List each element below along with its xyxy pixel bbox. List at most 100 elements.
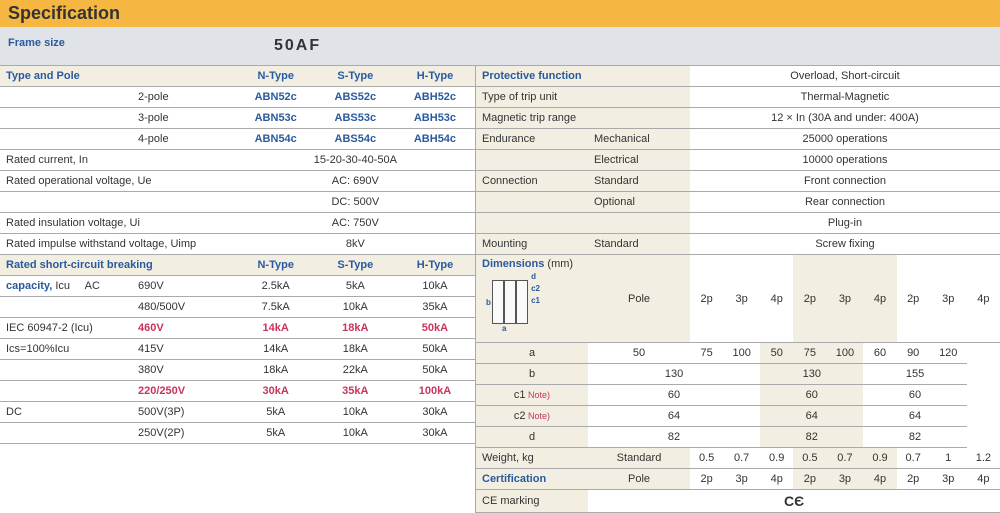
r2-sub: Standard [588,171,690,192]
short-s: 35kA [316,381,395,402]
r2-value: Plug-in [690,213,1000,234]
short-volt: 380V [132,360,236,381]
short-n: 5kA [236,423,316,444]
short-s: 10kA [316,423,395,444]
short-left [0,381,132,402]
short-volt: 480/500V [132,297,236,318]
pole-label: 3-pole [132,108,236,129]
r2-label: Mounting [476,234,588,255]
r2-sub: Optional [588,192,690,213]
ce-val: ϹЄ [588,490,1000,513]
r2-label [476,213,588,234]
short-h: 50kA [395,339,475,360]
right-table: Protective functionOverload, Short-circu… [476,66,1000,513]
r1-value: 12 × In (30A and under: 400A) [690,108,1000,129]
spec-value: DC: 500V [236,192,475,213]
r1-value: Overload, Short-circuit [690,66,1000,87]
short-left: Ics=100%Icu [0,339,132,360]
ce-lbl: CE marking [476,490,588,513]
r2-value: 25000 operations [690,129,1000,150]
model-n: ABN52c [236,87,316,108]
r2-label: Connection [476,171,588,192]
short-left: IEC 60947-2 (Icu) [0,318,132,339]
spec-label: Rated impulse withstand voltage, Uimp [0,234,236,255]
model-s: ABS53c [316,108,395,129]
dim-row-label: c1 Note) [476,385,588,406]
r2-value: Front connection [690,171,1000,192]
spec-value: AC: 690V [236,171,475,192]
dim-row-label: a [476,343,588,364]
spec-label: Rated insulation voltage, Ui [0,213,236,234]
short-s: 18kA [316,339,395,360]
short-left [0,360,132,381]
short-n: 18kA [236,360,316,381]
spec-label: Rated current, In [0,150,236,171]
pole-label: 4-pole [132,129,236,150]
model-n: ABN54c [236,129,316,150]
frame-size-label: Frame size [0,27,236,65]
short-s: 18kA [316,318,395,339]
spec-label: Rated operational voltage, Ue [0,171,236,192]
type-pole-table: Type and Pole N-Type S-Type H-Type 2-pol… [0,66,475,444]
r1-value: Thermal-Magnetic [690,87,1000,108]
r2-label [476,150,588,171]
spec-label [0,192,236,213]
short-s: 22kA [316,360,395,381]
type-pole-header: Type and Pole [0,66,236,87]
spec-title: Specification [0,0,1000,27]
spec-value: AC: 750V [236,213,475,234]
stype-hdr: S-Type [316,66,395,87]
htype-hdr: H-Type [395,66,475,87]
model-n: ABN53c [236,108,316,129]
short-h: 30kA [395,402,475,423]
r2-sub: Mechanical [588,129,690,150]
model-h: ABH52c [395,87,475,108]
short-s: 10kA [316,297,395,318]
short-volt: 690V [132,276,236,297]
r2-label: Endurance [476,129,588,150]
weight-std: Standard [588,448,690,469]
short-left [0,297,132,318]
short-s: 5kA [316,276,395,297]
short-s: 10kA [316,402,395,423]
r2-value: Rear connection [690,192,1000,213]
r2-value: 10000 operations [690,150,1000,171]
short-hdr: Rated short-circuit breaking [0,255,236,276]
frame-size-value: 50AF [266,27,382,65]
ntype-hdr: N-Type [236,66,316,87]
short-n: 30kA [236,381,316,402]
short-volt: 460V [132,318,236,339]
short-h: 35kA [395,297,475,318]
dim-row-label: c2 Note) [476,406,588,427]
short-n: 2.5kA [236,276,316,297]
short-volt: 500V(3P) [132,402,236,423]
model-s: ABS54c [316,129,395,150]
short-volt: 415V [132,339,236,360]
short-n: 14kA [236,318,316,339]
spec-value: 15-20-30-40-50A [236,150,475,171]
r2-sub [588,213,690,234]
r2-sub: Standard [588,234,690,255]
model-h: ABH54c [395,129,475,150]
r2-label [476,192,588,213]
short-n: 5kA [236,402,316,423]
short-volt: 250V(2P) [132,423,236,444]
short-volt: 220/250V [132,381,236,402]
r2-sub: Electrical [588,150,690,171]
dim-row-label: d [476,427,588,448]
short-h: 100kA [395,381,475,402]
short-n: 14kA [236,339,316,360]
r1-label: Magnetic trip range [476,108,690,129]
short-left: DC [0,402,132,423]
frame-size-row: Frame size 50AF [0,27,1000,66]
model-h: ABH53c [395,108,475,129]
short-h: 50kA [395,360,475,381]
short-left: capacity, Icu AC [0,276,132,297]
model-s: ABS52c [316,87,395,108]
weight-lbl: Weight, kg [476,448,588,469]
short-h: 50kA [395,318,475,339]
short-left [0,423,132,444]
cert-hdr: Certification [476,469,588,490]
pole-label: 2-pole [132,87,236,108]
short-n: 7.5kA [236,297,316,318]
